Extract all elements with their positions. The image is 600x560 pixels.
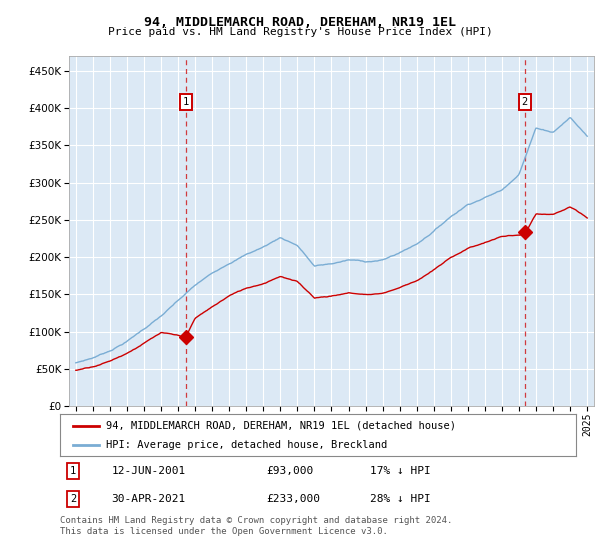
Text: 17% ↓ HPI: 17% ↓ HPI <box>370 466 430 476</box>
Text: 30-APR-2021: 30-APR-2021 <box>112 494 186 504</box>
Text: 94, MIDDLEMARCH ROAD, DEREHAM, NR19 1EL (detached house): 94, MIDDLEMARCH ROAD, DEREHAM, NR19 1EL … <box>106 421 457 431</box>
Text: £93,000: £93,000 <box>266 466 314 476</box>
Text: 2: 2 <box>521 97 528 107</box>
Text: Contains HM Land Registry data © Crown copyright and database right 2024.
This d: Contains HM Land Registry data © Crown c… <box>60 516 452 536</box>
Text: 2: 2 <box>70 494 76 504</box>
Text: 1: 1 <box>182 97 189 107</box>
Text: 28% ↓ HPI: 28% ↓ HPI <box>370 494 430 504</box>
Text: Price paid vs. HM Land Registry's House Price Index (HPI): Price paid vs. HM Land Registry's House … <box>107 27 493 37</box>
Text: HPI: Average price, detached house, Breckland: HPI: Average price, detached house, Brec… <box>106 440 388 450</box>
Text: 12-JUN-2001: 12-JUN-2001 <box>112 466 186 476</box>
Text: 94, MIDDLEMARCH ROAD, DEREHAM, NR19 1EL: 94, MIDDLEMARCH ROAD, DEREHAM, NR19 1EL <box>144 16 456 29</box>
Text: £233,000: £233,000 <box>266 494 320 504</box>
Text: 1: 1 <box>70 466 76 476</box>
